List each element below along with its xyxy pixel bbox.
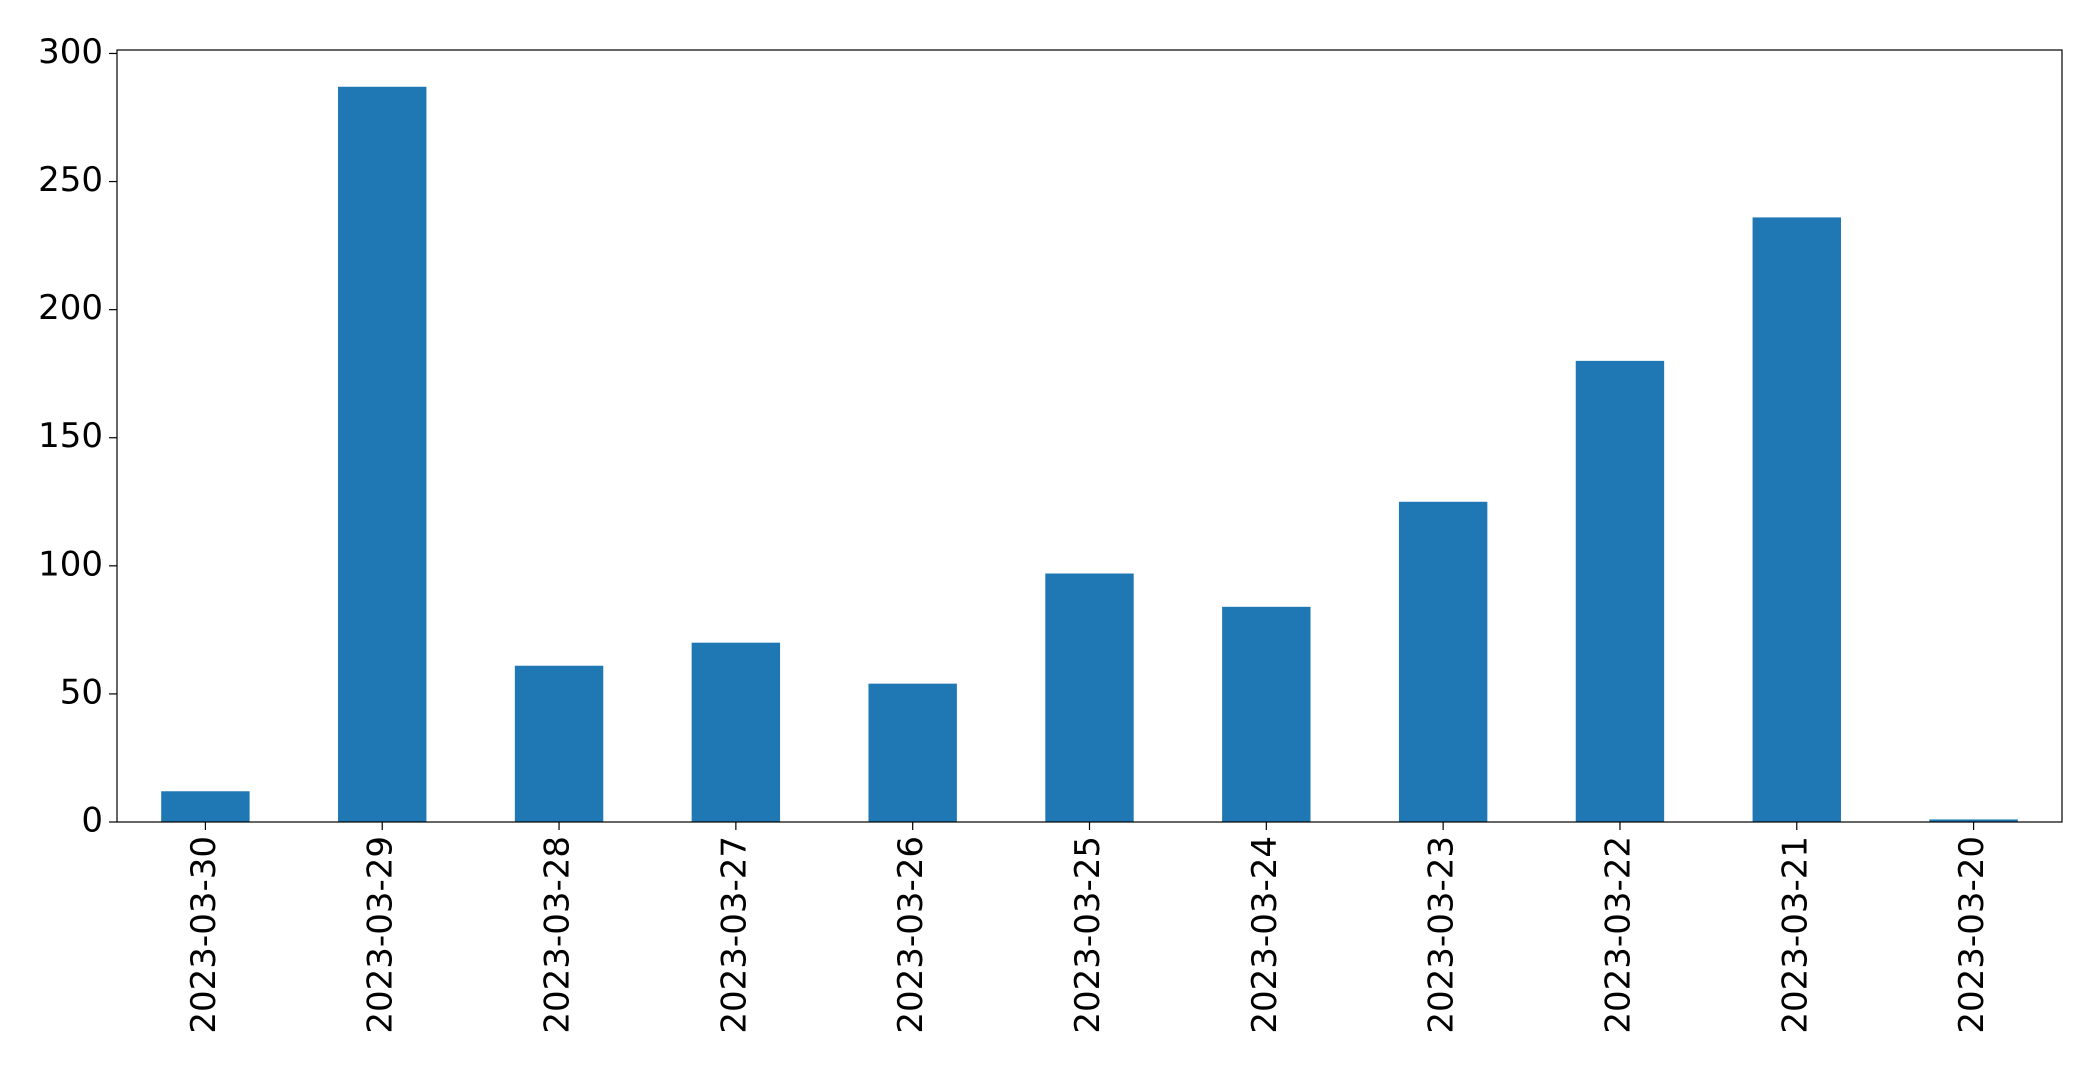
- x-tick-label: 2023-03-20: [1952, 836, 1992, 1034]
- x-tick-label: 2023-03-22: [1598, 836, 1638, 1034]
- bar: [1222, 606, 1311, 822]
- bar: [161, 791, 250, 822]
- y-tick-label: 150: [38, 416, 103, 456]
- y-tick-label: 0: [81, 801, 103, 841]
- bar: [1575, 360, 1665, 822]
- x-tick-label: 2023-03-29: [361, 836, 401, 1034]
- x-tick-label: 2023-03-30: [184, 836, 224, 1034]
- y-tick-label: 200: [38, 288, 103, 328]
- bar: [1929, 819, 2018, 822]
- x-tick-label: 2023-03-28: [538, 836, 578, 1034]
- y-tick-label: 50: [60, 672, 103, 712]
- bar: [514, 665, 604, 822]
- x-tick-label: 2023-03-26: [891, 836, 931, 1034]
- bar: [1752, 217, 1841, 823]
- plot-frame: [116, 49, 2063, 823]
- y-tick-label: 100: [38, 544, 103, 584]
- x-tick-label: 2023-03-21: [1775, 836, 1815, 1034]
- bar: [868, 683, 957, 822]
- bar: [1045, 573, 1134, 822]
- bar: [691, 642, 781, 822]
- y-tick-label: 300: [38, 32, 103, 72]
- y-tick-label: 250: [38, 160, 103, 200]
- x-tick-label: 2023-03-27: [714, 836, 754, 1034]
- bar: [338, 86, 427, 822]
- x-tick-label: 2023-03-23: [1422, 836, 1462, 1034]
- x-tick-label: 2023-03-24: [1245, 836, 1285, 1034]
- bar: [1398, 501, 1488, 822]
- x-tick-label: 2023-03-25: [1068, 836, 1108, 1034]
